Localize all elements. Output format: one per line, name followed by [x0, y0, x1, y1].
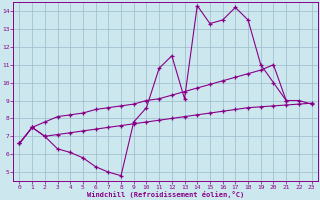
X-axis label: Windchill (Refroidissement éolien,°C): Windchill (Refroidissement éolien,°C)	[87, 191, 244, 198]
